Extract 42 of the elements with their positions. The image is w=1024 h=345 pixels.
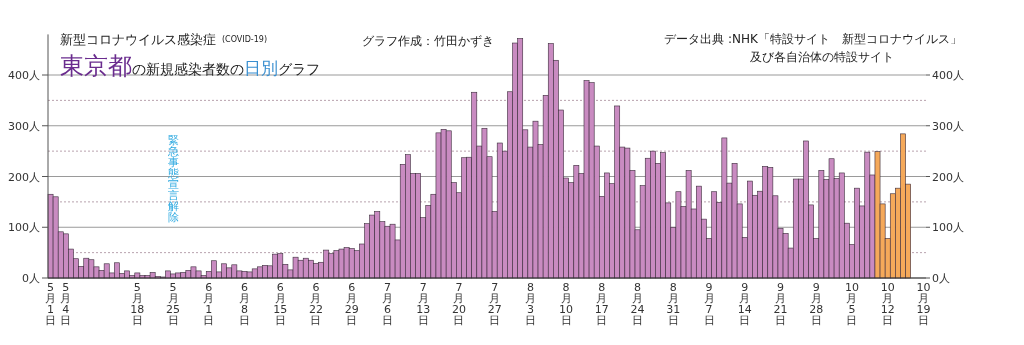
chart-title: 新型コロナウイルス感染症 [60, 32, 216, 47]
x-tick-label: 8月24日 [630, 281, 645, 327]
x-tick-label: 10月5日 [844, 281, 859, 327]
x-tick-label: 8月10日 [559, 281, 574, 327]
x-tick-label: 7月13日 [416, 281, 431, 327]
x-tick-label: 5月18日 [130, 281, 145, 327]
x-tick-label: 5月4日 [60, 281, 72, 327]
annotation: データ出典 :NHK「特設サイト 新型コロナウイルス」 [664, 32, 962, 46]
x-tick-label: 5月1日 [45, 281, 57, 327]
x-tick-label: 8月17日 [594, 281, 609, 327]
x-tick-label: 6月22日 [308, 281, 323, 327]
y-tick-label: 300人 [8, 119, 40, 133]
x-tick-label: 10月12日 [880, 281, 895, 327]
y2-tick-label: 200人 [932, 170, 964, 184]
x-tick-label: 9月7日 [703, 281, 715, 327]
x-tick-label: 7月20日 [451, 281, 466, 327]
x-tick-label: 6月15日 [273, 281, 288, 327]
y2-tick-label: 400人 [932, 69, 964, 82]
text: 東京都の新規感染者数の日別グラフ [60, 52, 320, 80]
x-tick-label: 6月8日 [239, 281, 251, 327]
y-tick-label: 400人 [8, 69, 40, 82]
y2-tick-label: 0人 [932, 272, 950, 285]
x-tick-label: 6月1日 [203, 281, 215, 327]
y-tick-label: 200人 [8, 170, 40, 184]
x-tick-label: 10月19日 [916, 281, 931, 327]
x-tick-label: 6月29日 [344, 281, 359, 327]
y-tick-label: 100人 [8, 221, 40, 235]
x-tick-label: 9月28日 [809, 281, 824, 327]
annotation: 及び各自治体の特設サイト [750, 50, 894, 64]
annotation: (COVID-19) [222, 35, 268, 44]
y-tick-label: 0人 [22, 272, 40, 285]
x-tick-label: 7月6日 [381, 281, 393, 327]
y2-tick-label: 100人 [932, 221, 964, 235]
annotation: 緊急事態宣言解除 [166, 134, 179, 224]
annotation: グラフ作成：竹田かずき [362, 34, 494, 48]
x-tick-label: 8月31日 [666, 281, 681, 327]
x-tick-label: 5月25日 [166, 281, 181, 327]
x-tick-label: 8月3日 [524, 281, 536, 327]
x-tick-label: 9月14日 [737, 281, 752, 327]
x-tick-label: 9月21日 [773, 281, 788, 327]
y2-tick-label: 300人 [932, 119, 964, 133]
x-tick-label: 7月27日 [487, 281, 502, 327]
